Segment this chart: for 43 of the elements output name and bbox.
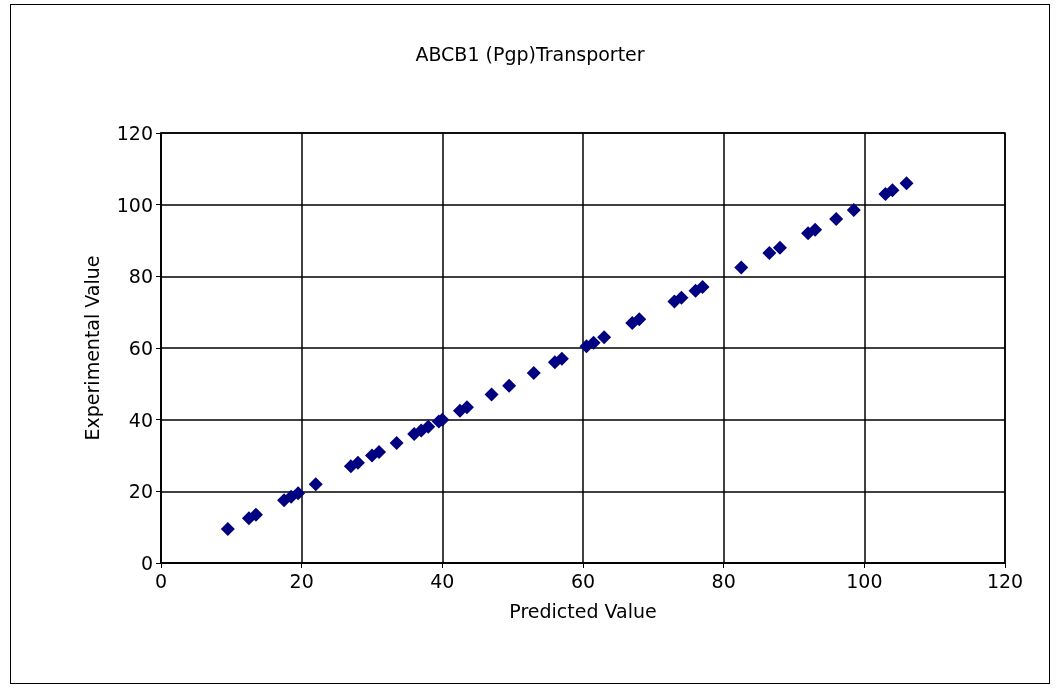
x-tick-label: 80 bbox=[711, 569, 736, 592]
x-tick-label: 0 bbox=[154, 569, 168, 592]
point bbox=[459, 400, 474, 415]
x-tick-label: 120 bbox=[986, 569, 1024, 592]
y-tick-label: 80 bbox=[128, 265, 153, 288]
point bbox=[772, 240, 787, 255]
y-tick-label: 120 bbox=[116, 122, 153, 144]
y-tick-label: 20 bbox=[128, 480, 153, 503]
point bbox=[502, 378, 517, 393]
point bbox=[291, 486, 306, 501]
x-tick-label: 40 bbox=[430, 569, 455, 592]
point bbox=[248, 507, 263, 522]
x-tick-label: 60 bbox=[570, 569, 596, 592]
y-tick-label: 100 bbox=[116, 193, 153, 216]
y-tick-label: 40 bbox=[128, 408, 153, 431]
point bbox=[372, 444, 387, 459]
point bbox=[829, 212, 844, 226]
point bbox=[808, 222, 823, 237]
point bbox=[526, 366, 541, 381]
point bbox=[220, 521, 235, 536]
point bbox=[899, 176, 914, 191]
point bbox=[484, 387, 499, 402]
point bbox=[586, 335, 601, 350]
point bbox=[389, 435, 404, 450]
point bbox=[632, 312, 647, 327]
point bbox=[885, 183, 900, 198]
x-axis-title: Predicted Value bbox=[509, 599, 657, 622]
chart-title: ABCB1 (Pgp)Transporter bbox=[415, 42, 645, 65]
point bbox=[308, 477, 323, 492]
point bbox=[674, 290, 689, 305]
point bbox=[762, 246, 777, 261]
x-tick-label: 100 bbox=[846, 569, 883, 592]
point bbox=[421, 419, 436, 434]
point bbox=[734, 260, 749, 275]
point bbox=[350, 455, 365, 470]
x-tick-label: 20 bbox=[289, 569, 314, 592]
y-tick-label: 60 bbox=[128, 337, 153, 359]
point bbox=[554, 351, 569, 366]
point bbox=[597, 330, 612, 345]
y-tick-label: 0 bbox=[140, 552, 153, 574]
y-axis-title: Experimental Value bbox=[80, 255, 103, 441]
point bbox=[846, 203, 861, 218]
point bbox=[695, 280, 710, 295]
